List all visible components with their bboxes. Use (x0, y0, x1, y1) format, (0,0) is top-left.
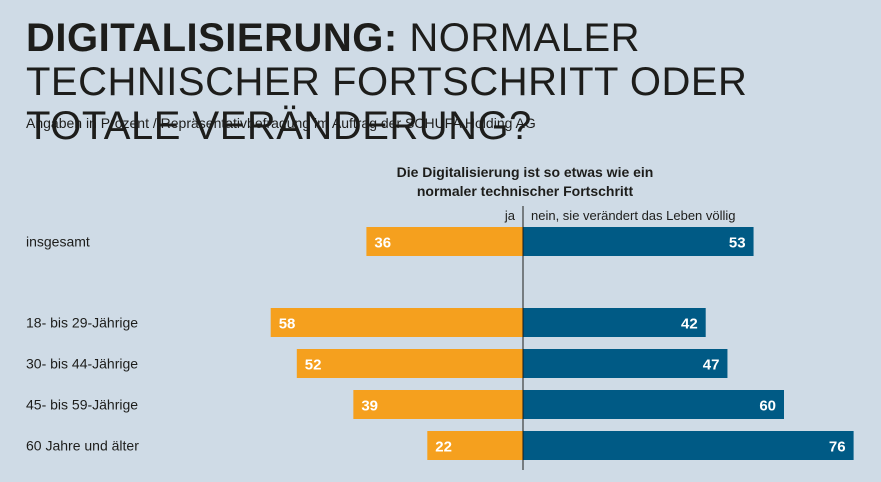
bar-ja (353, 390, 523, 419)
bar-nein (523, 308, 706, 337)
category-label: insgesamt (26, 234, 90, 250)
value-label-nein: 60 (759, 398, 776, 415)
bar-nein (523, 227, 754, 256)
category-label: 18- bis 29-Jährige (26, 315, 138, 331)
value-label-nein: 42 (681, 316, 698, 333)
bar-ja (270, 308, 523, 337)
chart-question-line1: Die Digitalisierung ist so etwas wie ein (396, 164, 654, 180)
category-label: 60 Jahre und älter (26, 438, 139, 454)
chart-question: Die Digitalisierung ist so etwas wie ein… (340, 163, 710, 201)
bar-nein (523, 431, 854, 460)
value-label-ja: 58 (279, 316, 296, 333)
bar-nein (523, 390, 784, 419)
legend-nein: nein, sie verändert das Leben völlig (531, 208, 736, 223)
value-label-ja: 39 (361, 398, 378, 415)
title-bold: DIGITALISIERUNG: (26, 16, 398, 60)
category-label: 45- bis 59-Jährige (26, 397, 138, 413)
value-label-nein: 76 (829, 439, 846, 456)
value-label-ja: 52 (305, 357, 322, 374)
value-label-nein: 47 (703, 357, 720, 374)
chart-question-line2: normaler technischer Fortschritt (416, 183, 634, 199)
bar-ja (366, 227, 523, 256)
value-label-nein: 53 (729, 235, 746, 252)
value-label-ja: 36 (374, 235, 391, 252)
value-label-ja: 22 (435, 439, 452, 456)
bar-nein (523, 349, 728, 378)
bar-ja (296, 349, 523, 378)
legend-ja: ja (504, 208, 515, 223)
subtitle: Angaben in Prozent / Repräsentativbefrag… (26, 115, 536, 131)
title-rest: NORMALER TECHNISCHER FORTSCHRITT ODER TO… (26, 16, 748, 148)
page-title: DIGITALISIERUNG: NORMALER TECHNISCHER FO… (26, 16, 866, 148)
category-label: 30- bis 44-Jährige (26, 356, 138, 372)
bar-ja (427, 431, 523, 460)
